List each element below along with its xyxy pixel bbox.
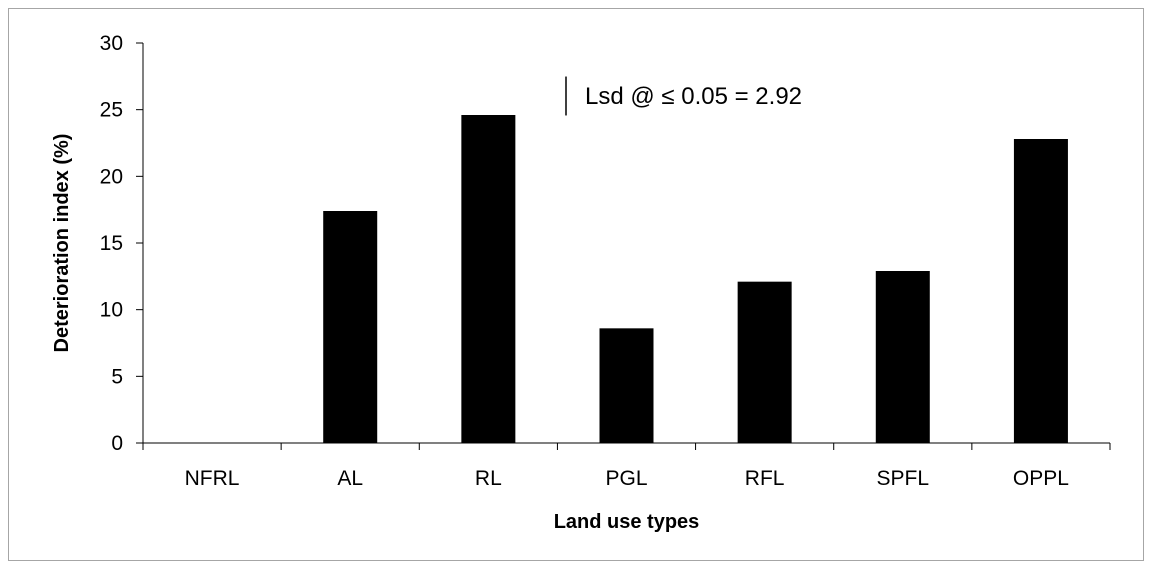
y-tick-label: 5 <box>111 365 123 388</box>
bar-pgl <box>599 328 654 443</box>
y-tick-label: 20 <box>100 165 123 188</box>
bar-rfl <box>737 281 792 443</box>
y-axis-title: Deterioration index (%) <box>51 134 73 353</box>
ticks-layer: 0 5 10 15 20 25 30 NFRL AL RL PGL RFL SPFL OPPL <box>100 32 1111 490</box>
y-tick-label: 30 <box>100 32 123 55</box>
x-tick-label-al: AL <box>337 467 363 490</box>
x-tick-label-rl: RL <box>475 467 502 490</box>
y-tick-label: 0 <box>111 432 123 455</box>
x-tick-label-spfl: SPFL <box>877 467 930 490</box>
bars-layer <box>323 115 1068 443</box>
x-tick-label-rfl: RFL <box>745 467 785 490</box>
y-tick-label: 10 <box>100 299 123 322</box>
bar-spfl <box>875 271 930 443</box>
x-axis-title: Land use types <box>554 511 700 533</box>
y-tick-label: 15 <box>100 232 123 255</box>
lsd-annotation: Lsd @ ≤ 0.05 = 2.92 <box>585 83 802 110</box>
x-tick-label-pgl: PGL <box>605 467 647 490</box>
x-tick-label-oppl: OPPL <box>1013 467 1069 490</box>
y-tick-label: 25 <box>100 99 123 122</box>
lsd-indicator: Lsd @ ≤ 0.05 = 2.92 <box>565 76 802 116</box>
chart-frame <box>8 8 1144 561</box>
bar-al <box>323 211 378 443</box>
bar-oppl <box>1013 139 1068 443</box>
x-tick-label-nfrl: NFRL <box>185 467 240 490</box>
bar-rl <box>461 115 516 443</box>
